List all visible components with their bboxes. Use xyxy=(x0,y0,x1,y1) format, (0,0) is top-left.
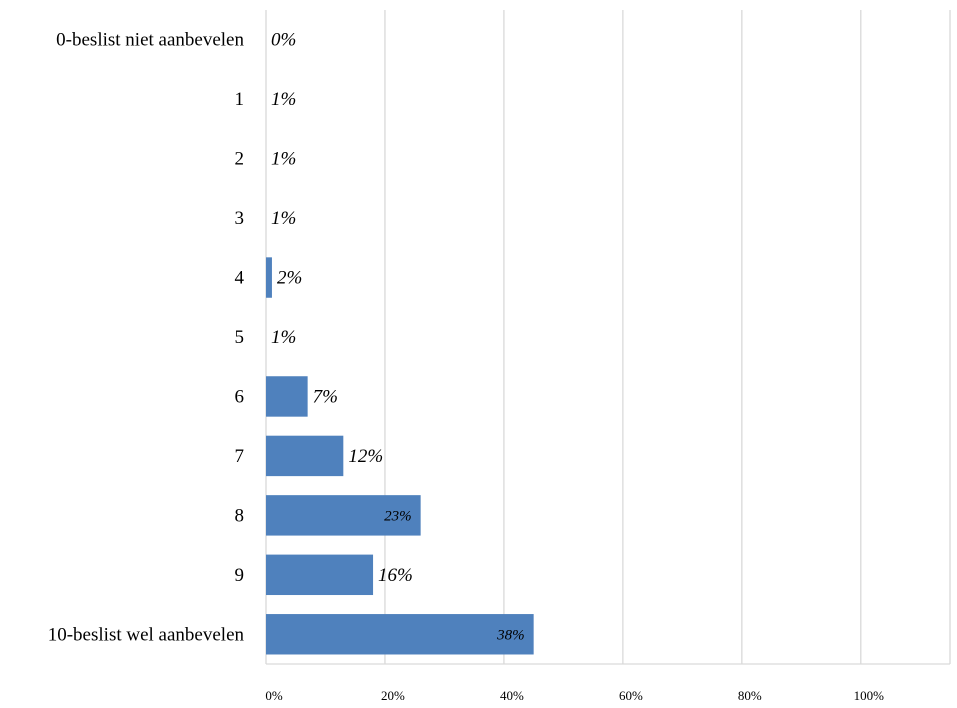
data-labels: 0% 1% 1% 1% 2% 1% 7% 12% 23% 16% 38% xyxy=(271,30,525,644)
bar-8 xyxy=(266,495,421,536)
category-label-2: 2 xyxy=(235,149,245,170)
x-tick-label-4: 80% xyxy=(738,688,762,703)
category-label-7: 7 xyxy=(235,446,245,467)
bars xyxy=(266,257,534,655)
data-label-0: 0% xyxy=(271,30,296,51)
gridlines xyxy=(384,10,951,664)
x-tick-label-1: 20% xyxy=(381,688,405,703)
category-label-6: 6 xyxy=(235,386,245,407)
bar-10 xyxy=(266,614,534,655)
data-label-9: 16% xyxy=(378,565,413,586)
category-label-0: 0-beslist niet aanbevelen xyxy=(56,30,244,51)
bar-6 xyxy=(266,376,308,417)
data-label-8: 23% xyxy=(384,508,412,524)
bar-4 xyxy=(266,257,272,298)
category-label-5: 5 xyxy=(235,327,245,348)
category-labels: 0-beslist niet aanbevelen 1 2 3 4 5 6 7 8 9 10-bes… xyxy=(48,30,245,646)
x-tick-label-2: 40% xyxy=(500,688,524,703)
bar-7 xyxy=(266,435,344,477)
x-tick-label-3: 60% xyxy=(619,688,643,703)
data-label-4: 2% xyxy=(277,268,302,289)
x-tick-labels: 0% 20% 40% 60% 80% 100% xyxy=(265,688,884,703)
category-label-10: 10-beslist wel aanbevelen xyxy=(48,624,245,645)
x-tick-label-5: 100% xyxy=(854,688,885,703)
category-label-3: 3 xyxy=(235,208,245,229)
data-label-3: 1% xyxy=(271,208,296,229)
x-tick-label-0: 0% xyxy=(265,688,283,703)
category-label-9: 9 xyxy=(235,565,245,586)
category-label-4: 4 xyxy=(235,268,245,289)
bar-9 xyxy=(266,554,374,596)
data-label-5: 1% xyxy=(271,327,296,348)
category-label-8: 8 xyxy=(235,505,245,526)
data-label-6: 7% xyxy=(313,386,338,407)
data-label-1: 1% xyxy=(271,89,296,110)
data-label-7: 12% xyxy=(348,446,383,467)
category-label-1: 1 xyxy=(235,89,245,110)
data-label-2: 1% xyxy=(271,149,296,170)
data-label-10: 38% xyxy=(496,627,525,643)
